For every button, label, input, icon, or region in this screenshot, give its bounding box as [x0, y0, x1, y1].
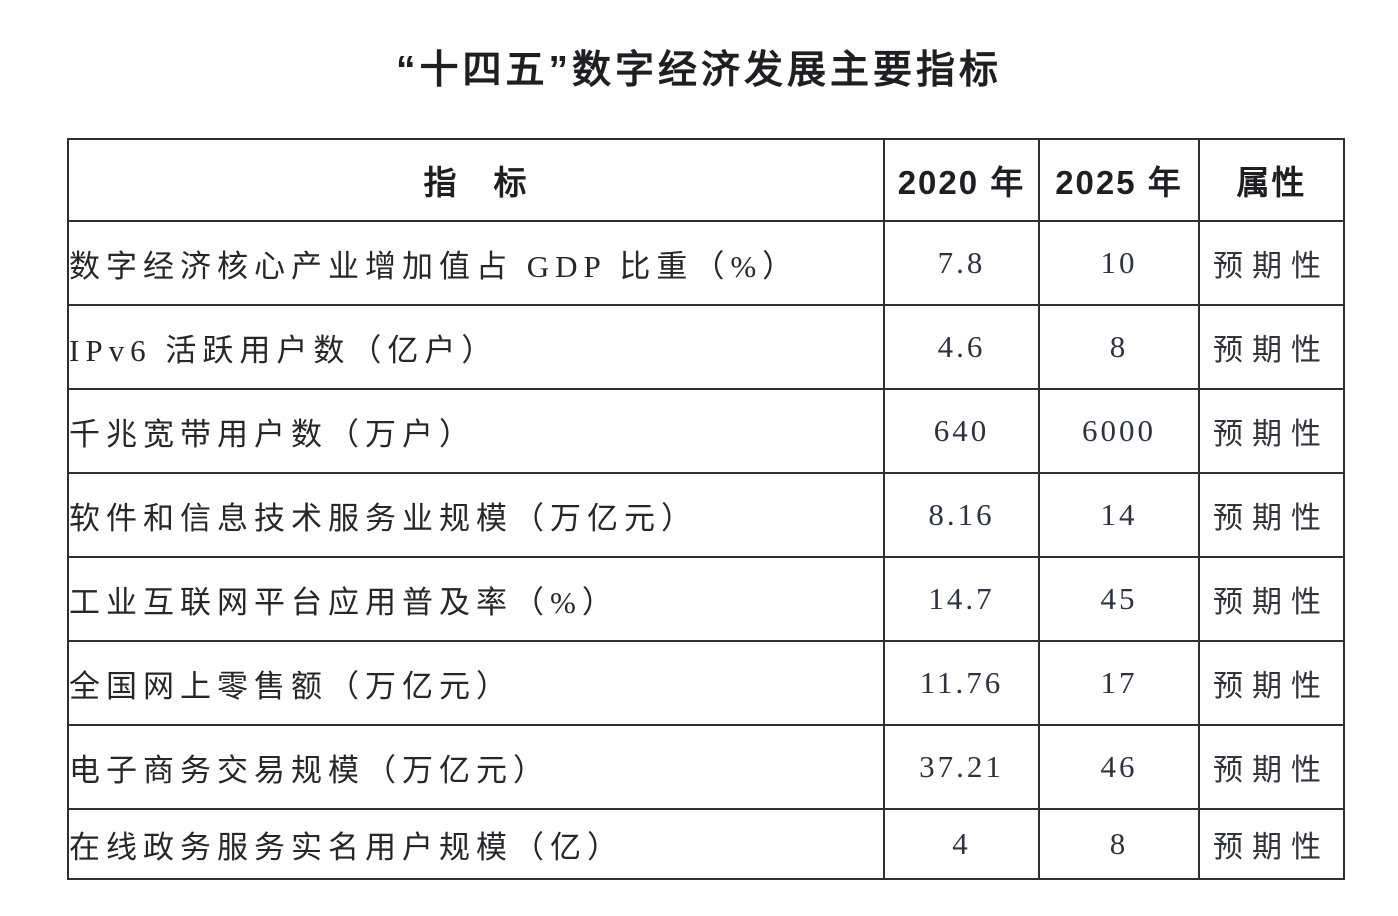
- value-2020: 640: [883, 388, 1040, 474]
- value-2020: 4: [883, 808, 1040, 880]
- attribute-value: 预期性: [1198, 640, 1345, 726]
- indicators-table: 指 标 2020 年 2025 年 属性 数字经济核心产业增加值占 GDP 比重…: [67, 138, 1345, 880]
- page-title: “十四五”数字经济发展主要指标: [395, 49, 1002, 92]
- table-row: 软件和信息技术服务业规模（万亿元） 8.16 14 预期性: [67, 472, 1345, 558]
- table-row: 电子商务交易规模（万亿元） 37.21 46 预期性: [67, 724, 1345, 810]
- value-2025: 8: [1038, 304, 1200, 390]
- indicator-label: 工业互联网平台应用普及率（%）: [67, 556, 885, 642]
- value-2025: 8: [1038, 808, 1200, 880]
- table-row: 全国网上零售额（万亿元） 11.76 17 预期性: [67, 640, 1345, 726]
- value-2020: 14.7: [883, 556, 1040, 642]
- indicator-label: 数字经济核心产业增加值占 GDP 比重（%）: [67, 220, 885, 306]
- attribute-value: 预期性: [1198, 472, 1345, 558]
- indicator-label: 电子商务交易规模（万亿元）: [67, 724, 885, 810]
- indicator-label: 全国网上零售额（万亿元）: [67, 640, 885, 726]
- value-2020: 7.8: [883, 220, 1040, 306]
- value-2020: 37.21: [883, 724, 1040, 810]
- table-row: IPv6 活跃用户数（亿户） 4.6 8 预期性: [67, 304, 1345, 390]
- value-2025: 46: [1038, 724, 1200, 810]
- table-row: 数字经济核心产业增加值占 GDP 比重（%） 7.8 10 预期性: [67, 220, 1345, 306]
- attribute-value: 预期性: [1198, 808, 1345, 880]
- attribute-value: 预期性: [1198, 220, 1345, 306]
- header-indicator: 指 标: [67, 138, 885, 222]
- header-2020: 2020 年: [883, 138, 1040, 222]
- indicator-label: 软件和信息技术服务业规模（万亿元）: [67, 472, 885, 558]
- value-2025: 14: [1038, 472, 1200, 558]
- attribute-value: 预期性: [1198, 724, 1345, 810]
- indicator-label: IPv6 活跃用户数（亿户）: [67, 304, 885, 390]
- attribute-value: 预期性: [1198, 556, 1345, 642]
- value-2020: 8.16: [883, 472, 1040, 558]
- value-2020: 11.76: [883, 640, 1040, 726]
- value-2025: 17: [1038, 640, 1200, 726]
- indicator-label: 千兆宽带用户数（万户）: [67, 388, 885, 474]
- header-2025: 2025 年: [1038, 138, 1200, 222]
- table-row: 千兆宽带用户数（万户） 640 6000 预期性: [67, 388, 1345, 474]
- table-header-row: 指 标 2020 年 2025 年 属性: [67, 138, 1345, 222]
- attribute-value: 预期性: [1198, 388, 1345, 474]
- attribute-value: 预期性: [1198, 304, 1345, 390]
- value-2025: 10: [1038, 220, 1200, 306]
- value-2025: 45: [1038, 556, 1200, 642]
- value-2025: 6000: [1038, 388, 1200, 474]
- value-2020: 4.6: [883, 304, 1040, 390]
- table-row: 工业互联网平台应用普及率（%） 14.7 45 预期性: [67, 556, 1345, 642]
- indicator-label: 在线政务服务实名用户规模（亿）: [67, 808, 885, 880]
- table-row: 在线政务服务实名用户规模（亿） 4 8 预期性: [67, 808, 1345, 880]
- header-attribute: 属性: [1198, 138, 1345, 222]
